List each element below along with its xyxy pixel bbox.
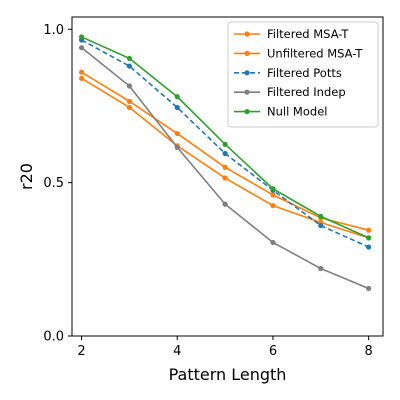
legend-item: Filtered Potts	[234, 66, 342, 80]
x-axis-label: Pattern Length	[169, 365, 287, 384]
data-point	[270, 186, 276, 192]
legend-label: Null Model	[267, 105, 327, 119]
data-point	[270, 239, 276, 246]
series-4	[78, 34, 372, 241]
data-point	[222, 175, 228, 181]
data-point	[174, 130, 180, 137]
y-tick-label: 1.0	[43, 23, 64, 38]
data-point	[78, 69, 85, 75]
x-tick-label: 8	[365, 344, 373, 359]
legend-label: Unfiltered MSA-T	[267, 46, 363, 60]
data-point	[366, 244, 372, 250]
series-3	[78, 45, 372, 292]
data-point	[222, 141, 228, 147]
data-point	[366, 285, 372, 292]
y-axis: 0.0 0.5 1.0	[43, 23, 72, 345]
x-axis: 2 4 6 8	[77, 336, 373, 359]
data-point	[126, 83, 133, 89]
data-point	[126, 63, 133, 69]
legend-box	[227, 21, 379, 128]
data-point	[174, 104, 180, 111]
data-point	[126, 104, 133, 111]
data-point	[222, 201, 228, 207]
legend-label: Filtered Indep	[267, 85, 346, 99]
data-point	[318, 265, 324, 272]
legend-marker	[244, 89, 250, 95]
legend-item: Null Model	[234, 105, 327, 119]
plot-lines	[78, 34, 372, 292]
data-point	[222, 164, 228, 170]
legend-label: Filtered MSA-T	[267, 27, 349, 41]
legend: Filtered MSA-T Unfiltered MSA-T Filtered P…	[227, 21, 379, 128]
data-point	[222, 150, 228, 157]
plot-frame	[71, 16, 384, 337]
data-point	[126, 55, 133, 62]
data-point	[366, 235, 372, 241]
data-point	[78, 75, 85, 81]
y-axis-label: r20	[17, 163, 36, 190]
data-point	[270, 192, 276, 198]
x-tick-label: 2	[77, 344, 85, 359]
legend-label: Filtered Potts	[267, 66, 342, 80]
legend-marker	[244, 50, 250, 57]
data-point	[366, 227, 372, 233]
legend-marker	[244, 31, 250, 37]
legend-item: Filtered Indep	[234, 85, 346, 99]
data-point	[318, 222, 324, 229]
y-tick-label: 0.0	[43, 330, 64, 345]
data-point	[174, 94, 180, 100]
y-tick-label: 0.5	[43, 176, 64, 191]
legend-item: Filtered MSA-T	[234, 27, 349, 41]
data-point	[318, 213, 324, 219]
data-point	[174, 144, 180, 150]
data-point	[78, 45, 85, 51]
x-tick-label: 6	[269, 344, 277, 359]
data-point	[270, 203, 276, 209]
legend-marker	[244, 109, 250, 115]
legend-marker	[244, 70, 250, 76]
data-point	[78, 34, 85, 40]
x-tick-label: 4	[173, 344, 181, 359]
legend-item: Unfiltered MSA-T	[234, 46, 363, 60]
data-point	[126, 98, 133, 104]
